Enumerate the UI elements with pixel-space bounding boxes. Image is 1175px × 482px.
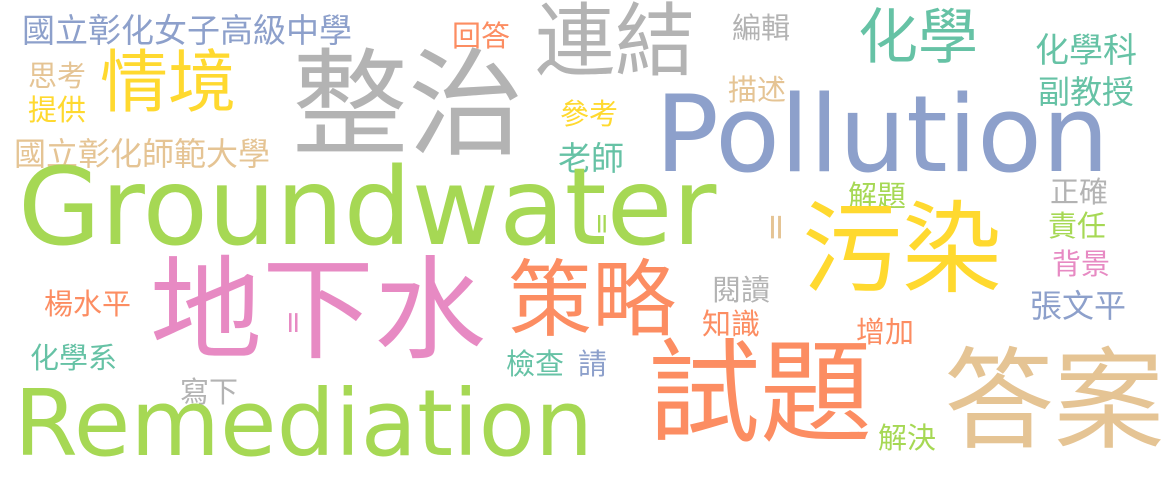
word-read: 閱讀 xyxy=(712,273,771,307)
word-associate-professor: 副教授 xyxy=(1038,73,1135,111)
word-remediation-zh: 整治 xyxy=(292,38,524,173)
word-yang-shui-ping: 楊水平 xyxy=(44,287,132,321)
word-chemistry-subject: 化學科 xyxy=(1035,31,1137,71)
word-knowledge: 知識 xyxy=(702,307,761,341)
word-groundwater-en: Groundwater xyxy=(18,146,717,270)
word-remediation-en: Remediation xyxy=(14,370,594,477)
word-chemistry: 化學 xyxy=(858,3,978,73)
word-chemistry-department: 化學系 xyxy=(30,341,118,375)
word-check: 檢查 xyxy=(506,347,565,381)
word-solve-problem: 解題 xyxy=(848,179,907,213)
word-correct: 正確 xyxy=(1050,175,1109,209)
word-context: 情境 xyxy=(100,44,237,123)
word-answer-noun: 答案 xyxy=(944,337,1164,465)
word-exam-question: 試題 xyxy=(648,329,872,459)
word-provide: 提供 xyxy=(28,93,87,127)
word-groundwater-zh: 地下水 xyxy=(150,246,486,376)
word-zhang-wen-ping: 張文平 xyxy=(1030,287,1127,325)
word-think: 思考 xyxy=(28,59,87,93)
word-answer-verb: 回答 xyxy=(452,19,511,53)
word-teacher: 老師 xyxy=(558,139,624,178)
word-responsibility: 責任 xyxy=(1048,209,1107,243)
word-school-girls-high: 國立彰化女子高級中學 xyxy=(22,11,352,50)
word-ncue: 國立彰化師範大學 xyxy=(14,135,271,173)
word-reference: 參考 xyxy=(560,97,619,131)
word-write-down: 寫下 xyxy=(180,375,239,409)
word-pollution-en: Pollution xyxy=(655,73,1110,196)
word-describe: 描述 xyxy=(728,73,787,107)
word-connection: 連結 xyxy=(535,0,695,88)
word-pollution-zh: 污染 xyxy=(802,191,1002,308)
word-increase: 增加 xyxy=(856,315,915,349)
word-equals-2: = xyxy=(586,212,619,236)
word-strategy: 策略 xyxy=(508,251,677,349)
word-resolve: 解決 xyxy=(878,421,937,455)
word-please: 請 xyxy=(578,347,608,381)
word-background: 背景 xyxy=(1052,247,1111,281)
word-equals-3: = xyxy=(276,310,311,336)
word-edit: 編輯 xyxy=(732,11,791,45)
word-equals-1: = xyxy=(756,212,797,243)
